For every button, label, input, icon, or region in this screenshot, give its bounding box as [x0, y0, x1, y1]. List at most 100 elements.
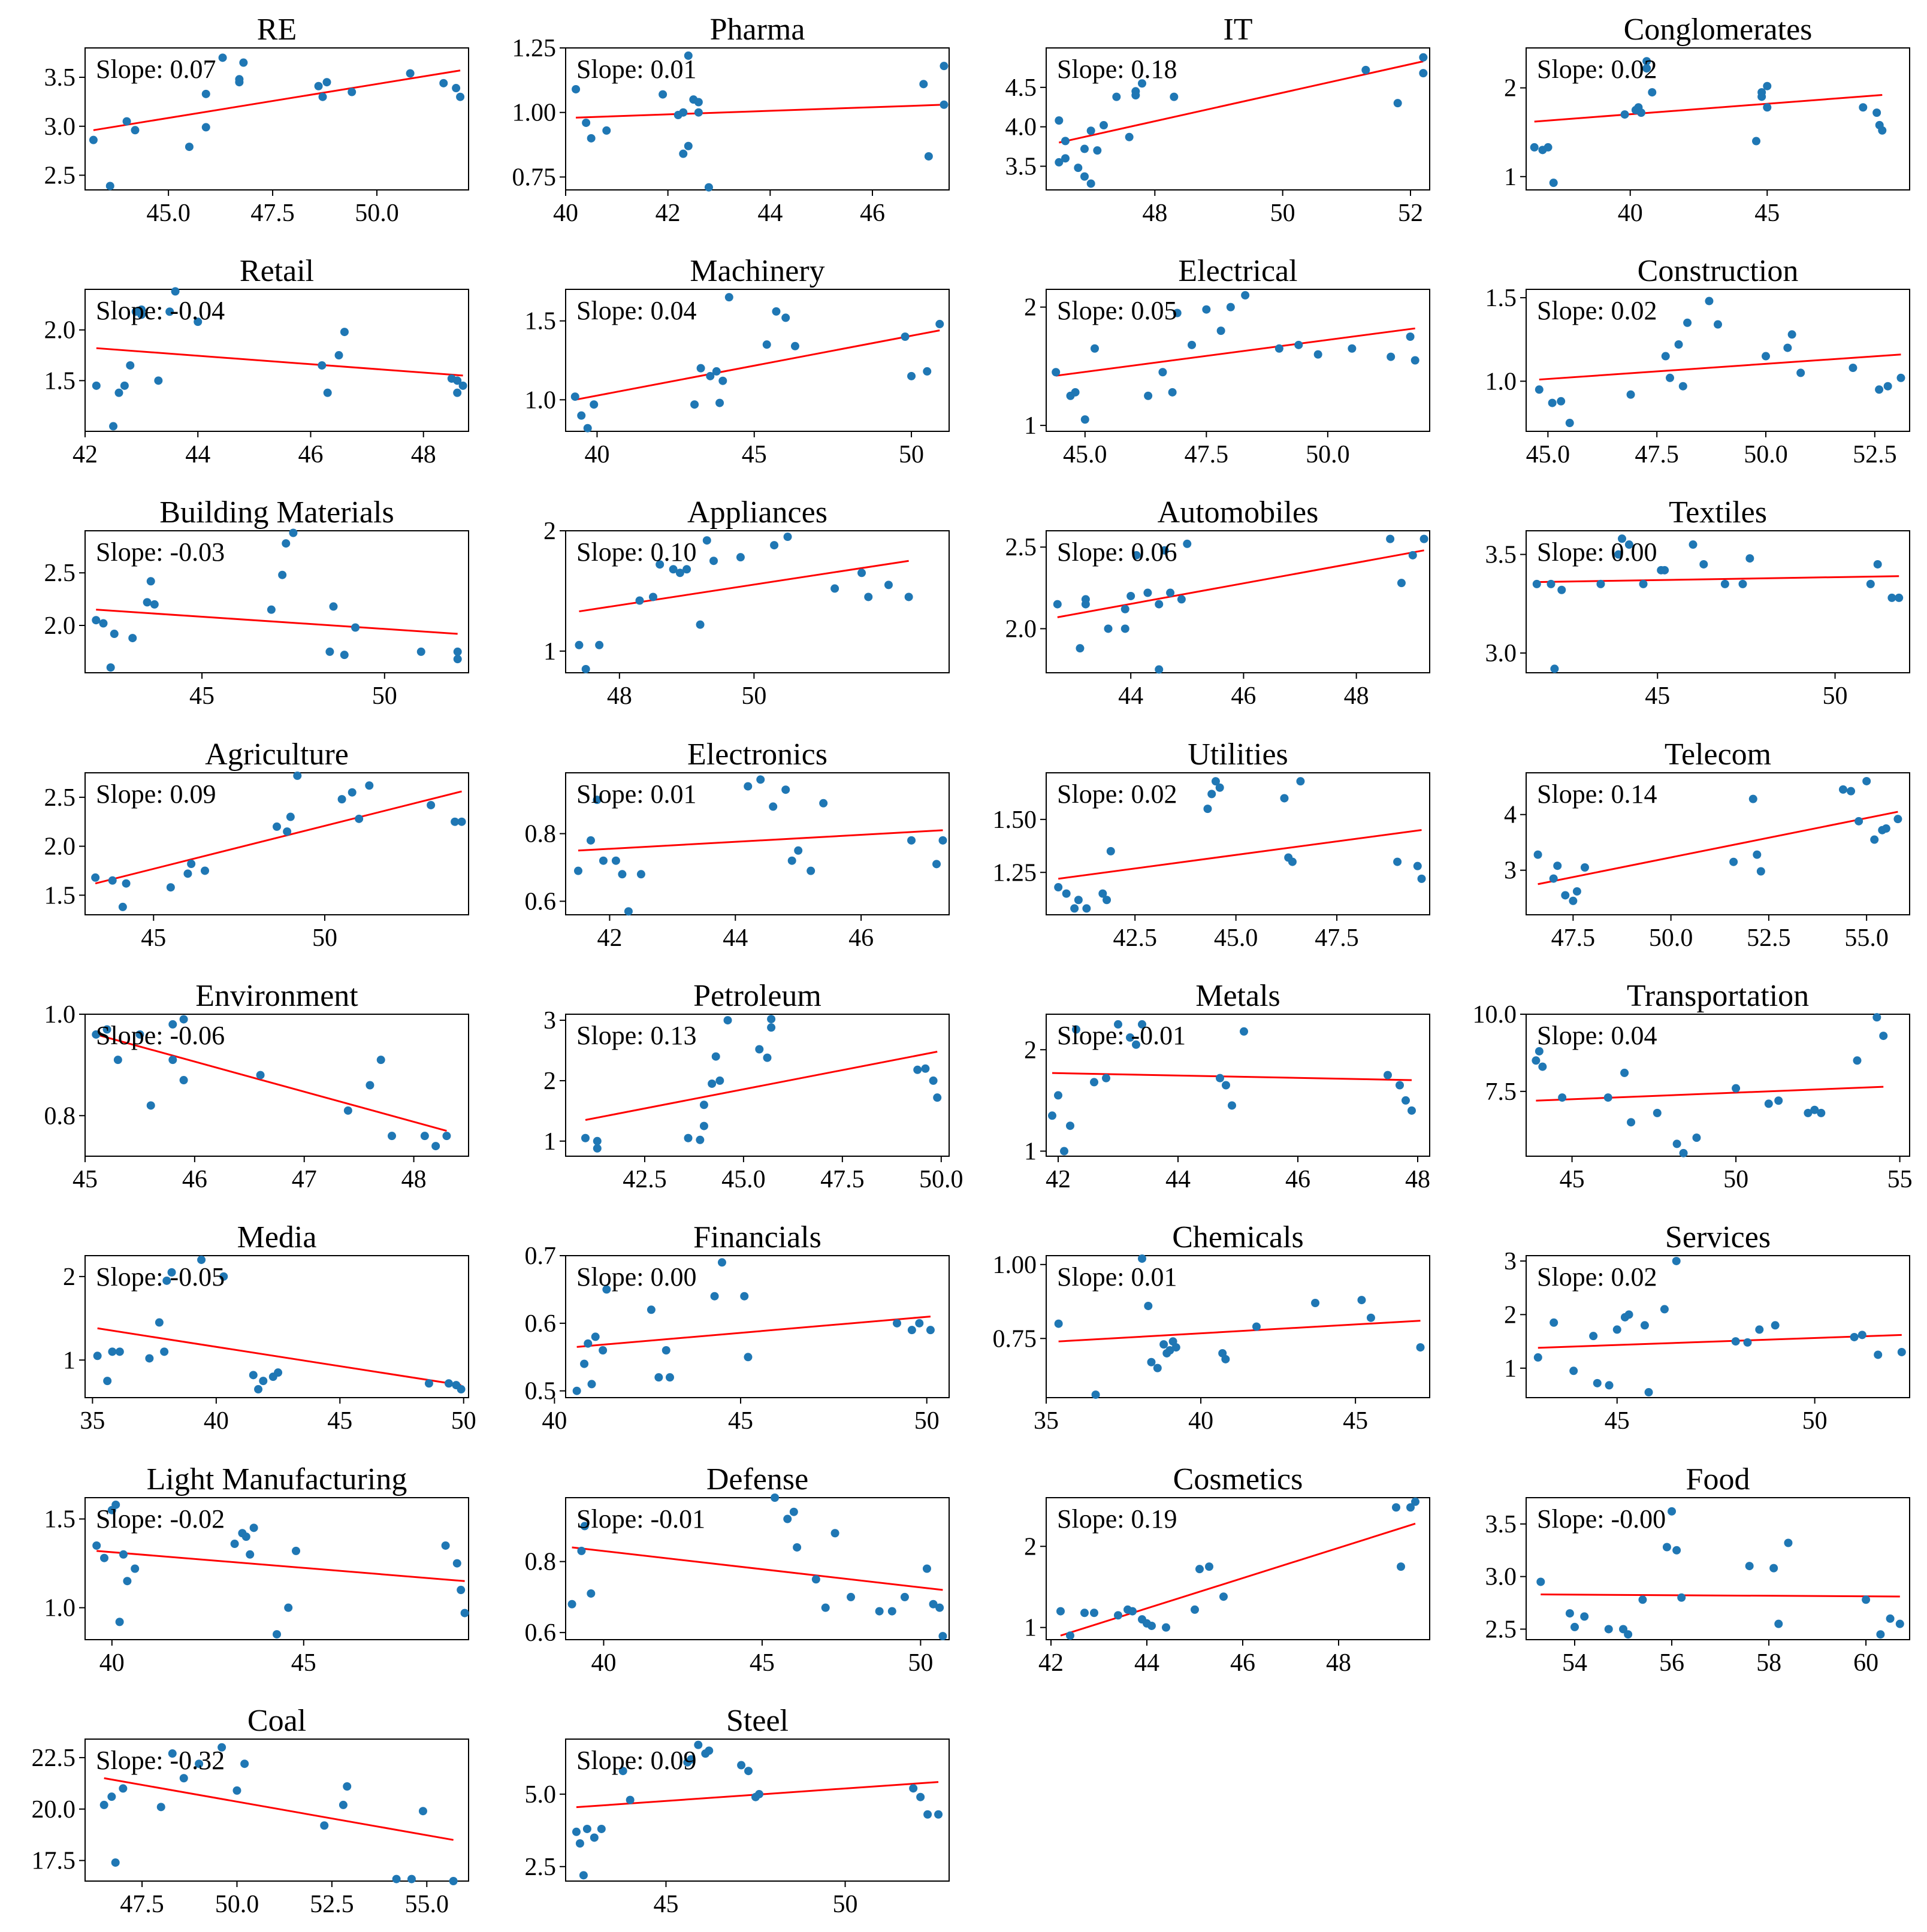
data-point: [427, 800, 436, 809]
x-tick-label: 42: [1038, 1649, 1064, 1677]
y-tick-label: 2.0: [44, 833, 76, 861]
y-tick-label: 2.0: [44, 317, 76, 344]
regression-line: [1058, 829, 1422, 880]
data-point: [201, 89, 210, 98]
x-tick-label: 45: [742, 441, 767, 468]
data-point: [929, 1076, 938, 1085]
x-tick-label: 45.0: [1063, 441, 1107, 468]
data-point: [1215, 783, 1224, 792]
x-tick-label: 40: [542, 1407, 567, 1435]
data-point: [1126, 591, 1135, 600]
data-point: [1170, 92, 1179, 101]
y-tick-label: 2.5: [1005, 534, 1037, 561]
x-tick-label: 50: [312, 924, 337, 952]
data-point: [921, 1064, 930, 1073]
data-point: [122, 879, 131, 888]
data-point: [1086, 179, 1095, 188]
data-point: [1745, 554, 1754, 563]
data-point: [679, 149, 688, 158]
data-point: [593, 796, 602, 805]
data-point: [1565, 1609, 1574, 1618]
data-point: [232, 1786, 241, 1795]
panel-title: Chemicals: [1172, 1220, 1304, 1254]
axes-frame: [565, 530, 950, 673]
x-tick-label: 45: [141, 924, 166, 952]
data-point: [1280, 794, 1289, 803]
data-point: [325, 647, 334, 656]
data-point: [769, 802, 778, 811]
data-point: [1626, 390, 1635, 399]
data-point: [93, 1352, 102, 1360]
data-point: [1091, 344, 1100, 353]
data-point: [1569, 896, 1578, 905]
data-point: [339, 1800, 348, 1809]
data-point: [1672, 1139, 1681, 1148]
data-point: [1054, 1319, 1063, 1328]
data-point: [1561, 891, 1570, 900]
data-point: [593, 1136, 602, 1145]
data-point: [283, 827, 292, 836]
axes-frame: [565, 1014, 950, 1157]
data-point: [108, 876, 117, 885]
data-point: [923, 1810, 932, 1819]
data-point: [662, 1346, 670, 1354]
data-point: [1572, 887, 1581, 896]
data-point: [1071, 388, 1080, 397]
slope-label: Slope: 0.04: [1537, 1021, 1657, 1050]
data-point: [168, 1020, 177, 1029]
panel-utilities: Utilities 42.5 45.0 47.5 1.25 1.50 Slope: 0.02: [993, 737, 1430, 952]
data-point: [1699, 560, 1708, 569]
data-point: [457, 1586, 466, 1595]
data-point: [1874, 1350, 1883, 1359]
data-point: [1120, 604, 1129, 613]
data-point: [1569, 1366, 1578, 1375]
data-point: [1144, 391, 1153, 400]
data-point: [1138, 1254, 1146, 1263]
data-point: [1361, 65, 1370, 74]
data-point: [406, 69, 415, 78]
data-point: [926, 1326, 935, 1335]
data-point: [128, 634, 137, 643]
panel-title: Transportation: [1627, 979, 1809, 1013]
data-point: [168, 1749, 177, 1758]
x-tick-label: 45: [1560, 1166, 1585, 1193]
x-tick-label: 42: [1046, 1166, 1071, 1193]
data-point: [1173, 309, 1182, 318]
slope-label: Slope: 0.00: [576, 1262, 696, 1292]
data-point: [1093, 146, 1102, 155]
data-point: [267, 605, 276, 614]
panel-building-materials: Building Materials 45 50 2.0 2.5 Slope: -0.03: [44, 495, 469, 710]
x-tick-label: 44: [1165, 1166, 1191, 1193]
data-point: [146, 577, 155, 586]
data-point: [744, 782, 753, 791]
data-point: [1662, 1543, 1671, 1552]
y-tick-label: 2: [1504, 75, 1517, 102]
data-point: [1216, 326, 1225, 335]
data-point: [337, 795, 346, 804]
data-point: [577, 411, 586, 420]
data-point: [1076, 644, 1085, 653]
data-point: [1387, 352, 1396, 361]
data-point: [907, 371, 916, 380]
data-point: [704, 183, 713, 192]
data-point: [582, 118, 591, 127]
data-point: [165, 307, 174, 316]
data-point: [1596, 579, 1605, 588]
panel-title: Electrical: [1178, 254, 1297, 288]
slope-label: Slope: 0.01: [576, 779, 696, 809]
data-point: [460, 1609, 469, 1617]
data-point: [111, 1500, 120, 1509]
data-point: [111, 1858, 120, 1867]
data-point: [286, 812, 295, 821]
data-point: [763, 1053, 772, 1062]
data-point: [1714, 320, 1722, 329]
data-point: [1052, 368, 1061, 377]
data-point: [933, 1093, 942, 1102]
data-point: [715, 1076, 724, 1085]
x-tick-label: 42.5: [1113, 924, 1157, 952]
x-tick-label: 55.0: [1844, 924, 1889, 952]
data-point: [219, 1272, 228, 1281]
data-point: [794, 846, 803, 855]
y-tick-label: 17.5: [32, 1848, 76, 1875]
data-point: [1755, 1325, 1764, 1334]
